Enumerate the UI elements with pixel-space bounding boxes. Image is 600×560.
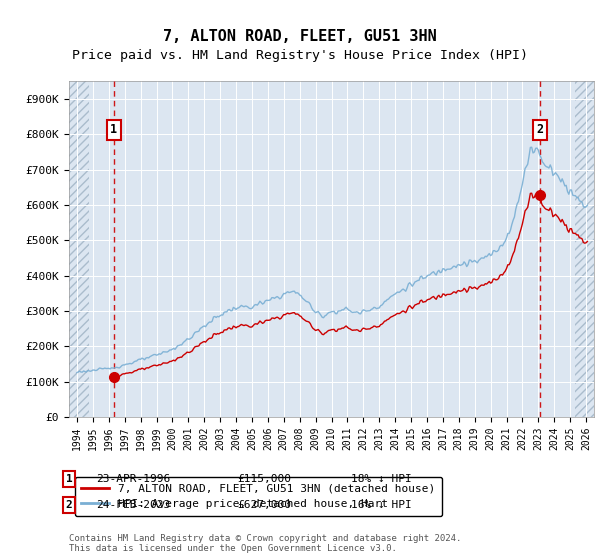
Legend: 7, ALTON ROAD, FLEET, GU51 3HN (detached house), HPI: Average price, detached ho: 7, ALTON ROAD, FLEET, GU51 3HN (detached… bbox=[74, 477, 442, 516]
Text: 2: 2 bbox=[65, 500, 73, 510]
Text: 16% ↓ HPI: 16% ↓ HPI bbox=[351, 500, 412, 510]
Bar bbox=[69, 81, 89, 417]
Text: 7, ALTON ROAD, FLEET, GU51 3HN: 7, ALTON ROAD, FLEET, GU51 3HN bbox=[163, 29, 437, 44]
Bar bbox=[575, 81, 594, 417]
Text: 1: 1 bbox=[110, 123, 117, 137]
Text: Contains HM Land Registry data © Crown copyright and database right 2024.
This d: Contains HM Land Registry data © Crown c… bbox=[69, 534, 461, 553]
Text: 1: 1 bbox=[65, 474, 73, 484]
Text: Price paid vs. HM Land Registry's House Price Index (HPI): Price paid vs. HM Land Registry's House … bbox=[72, 49, 528, 63]
Text: £627,000: £627,000 bbox=[237, 500, 291, 510]
Text: 2: 2 bbox=[536, 123, 544, 137]
Text: 24-FEB-2023: 24-FEB-2023 bbox=[96, 500, 170, 510]
Text: 18% ↓ HPI: 18% ↓ HPI bbox=[351, 474, 412, 484]
Text: 23-APR-1996: 23-APR-1996 bbox=[96, 474, 170, 484]
Text: £115,000: £115,000 bbox=[237, 474, 291, 484]
